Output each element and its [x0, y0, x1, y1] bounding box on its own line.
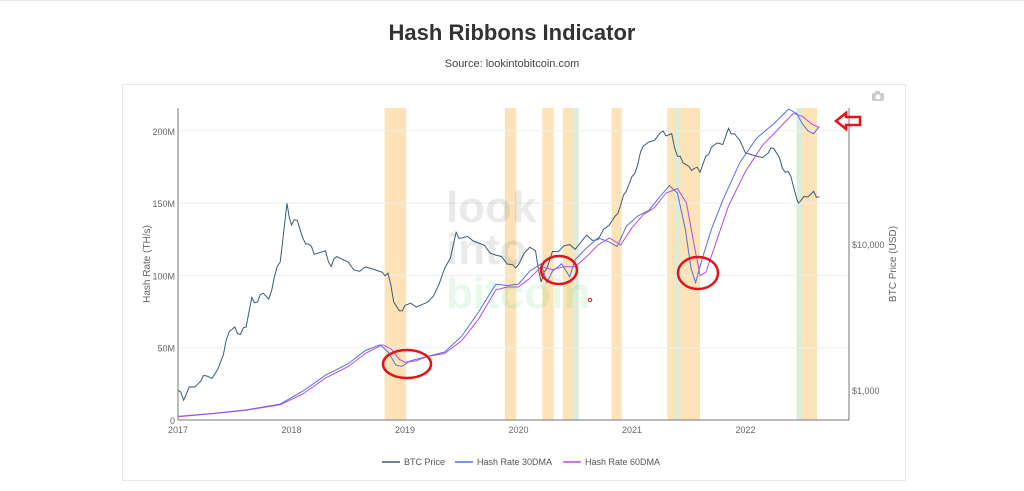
y-tick-label: 50M — [157, 344, 175, 354]
signal-band-orange — [384, 108, 407, 420]
red-dot — [587, 297, 593, 303]
x-tick-label: 2019 — [395, 425, 415, 435]
y-tick-label: 200M — [152, 127, 175, 137]
x-tick-label: 2021 — [622, 425, 642, 435]
signal-band-green — [675, 108, 680, 420]
red-arrow-icon — [833, 110, 862, 132]
legend-item-label[interactable]: Hash Rate 30DMA — [477, 457, 552, 467]
y2-axis-title: BTC Price (USD) — [888, 226, 899, 302]
y-axis-title: Hash Rate (TH/s) — [142, 225, 153, 303]
highlight-circle — [676, 255, 720, 291]
highlight-circle — [381, 348, 433, 380]
series-line-hash-rate-60dma — [177, 112, 820, 418]
page-title: Hash Ribbons Indicator — [388, 20, 636, 45]
legend-item-label[interactable]: Hash Rate 60DMA — [585, 457, 660, 467]
signal-band-orange — [796, 108, 818, 420]
series-line-hash-rate-30dma — [177, 108, 820, 417]
signal-band-orange — [611, 108, 622, 420]
camera-icon[interactable] — [872, 91, 884, 101]
y-tick-label: 100M — [152, 271, 175, 281]
y-tick-label: 0 — [170, 416, 175, 426]
x-tick-label: 2018 — [281, 425, 301, 435]
watermark: look into bitcoin — [446, 183, 590, 318]
source-caption: Source: lookintobitcoin.com — [444, 58, 580, 70]
x-tick-label: 2020 — [508, 425, 528, 435]
watermark-bitcoin: bitcoin — [446, 269, 590, 318]
signal-band-green — [796, 108, 802, 420]
series-line-btc-price — [177, 127, 820, 402]
legend-item-label[interactable]: BTC Price — [404, 457, 445, 467]
y2-tick-label: $1,000 — [852, 386, 880, 396]
x-tick-label: 2022 — [735, 425, 755, 435]
x-tick-label: 2017 — [168, 425, 188, 435]
highlight-circle — [539, 254, 579, 286]
y2-tick-label: $10,000 — [852, 240, 885, 250]
signal-band-orange — [667, 108, 701, 420]
y-tick-label: 150M — [152, 199, 175, 209]
watermark-look: look — [446, 183, 537, 232]
top-divider — [0, 0, 1024, 1]
signal-band-orange — [562, 108, 575, 420]
chart-frame — [122, 84, 906, 481]
